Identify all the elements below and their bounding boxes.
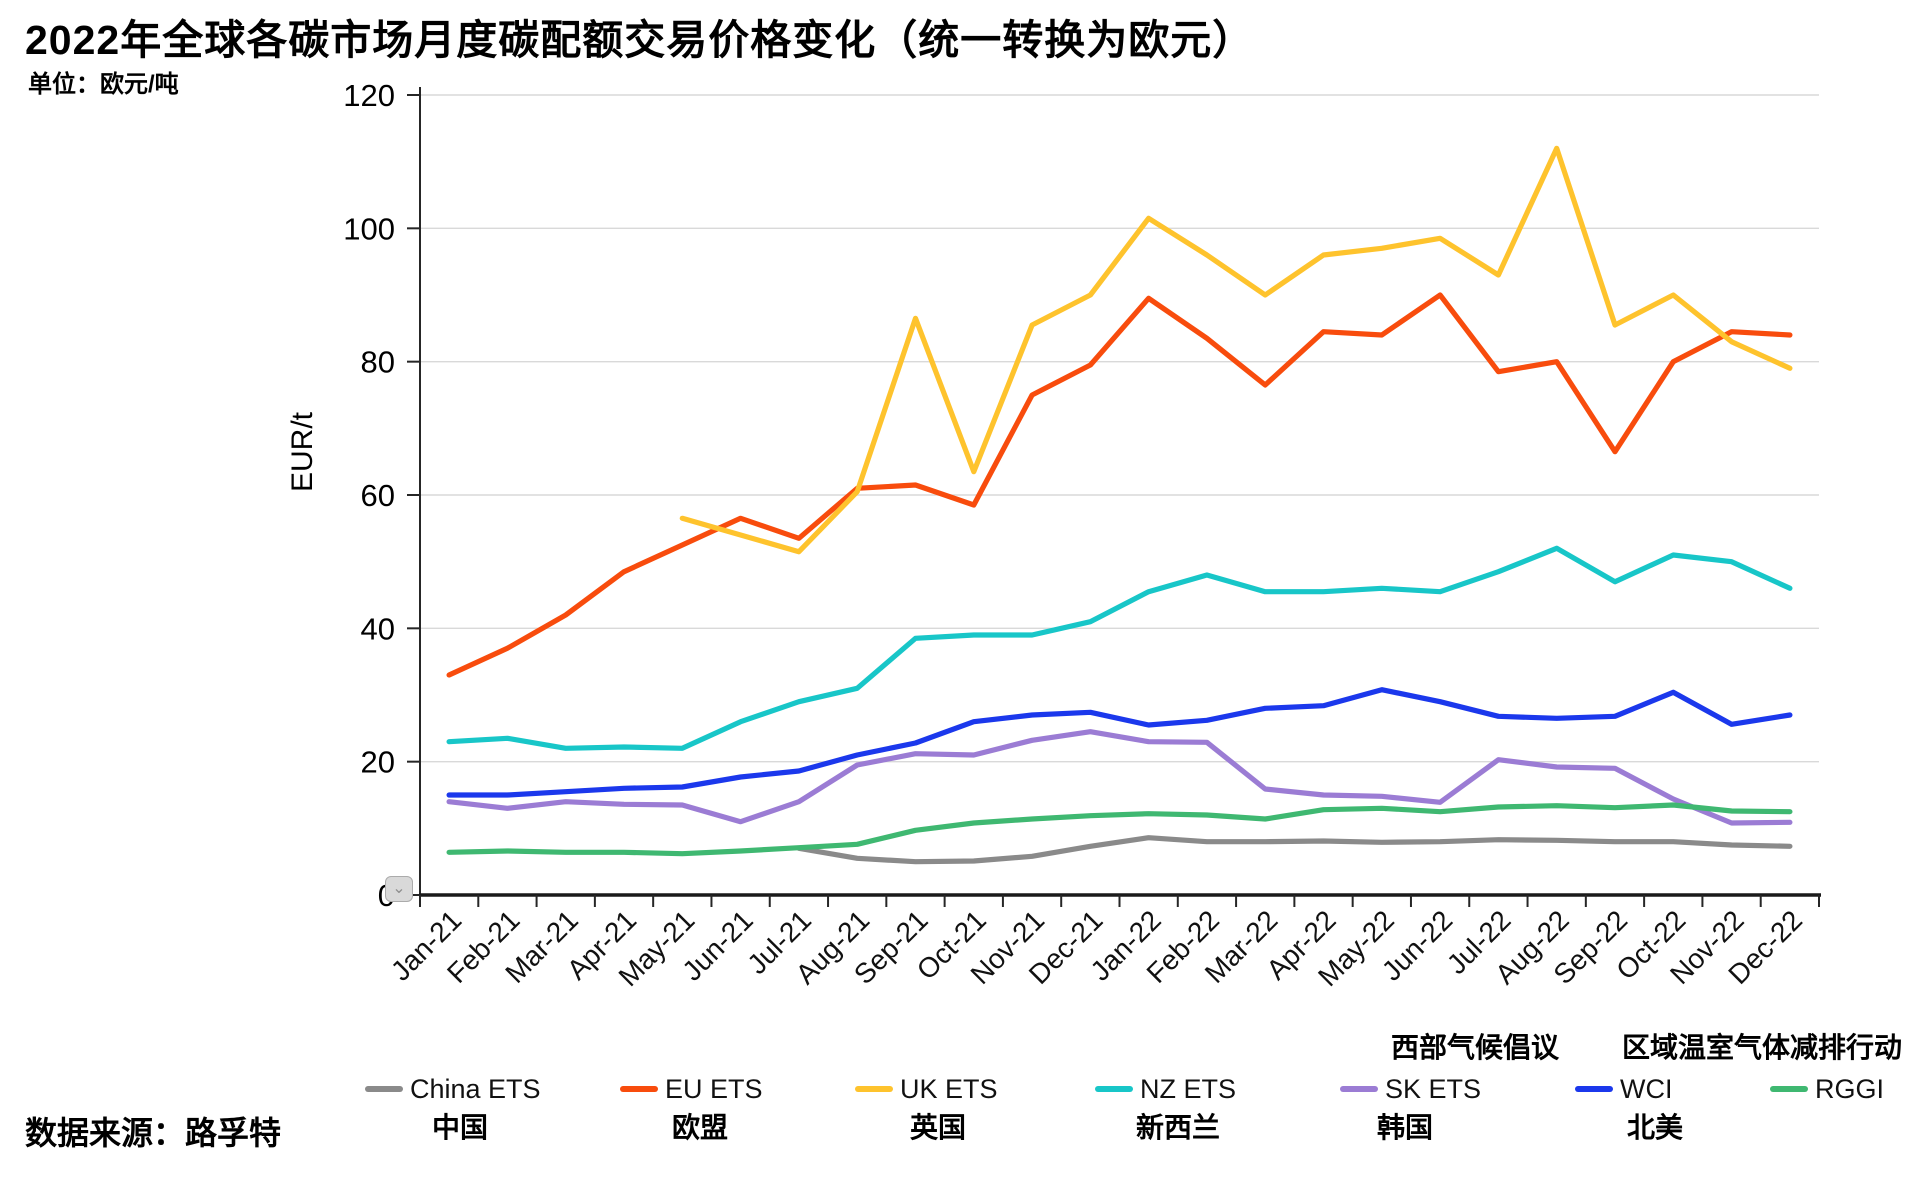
legend-swatch <box>1770 1086 1808 1092</box>
legend-swatch <box>365 1086 403 1092</box>
legend-swatch <box>1340 1086 1378 1092</box>
legend-swatch <box>620 1086 658 1092</box>
legend-sublabel-cn: 新西兰 <box>1135 1112 1221 1143</box>
series-line-nz-ets <box>446 545 1793 751</box>
series-line-china-ets <box>796 835 1793 865</box>
legend-sublabel-cn: 欧盟 <box>671 1112 729 1143</box>
y-tick-label: 20 <box>361 745 395 780</box>
legend-label: SK ETS <box>1385 1073 1482 1104</box>
legend-sublabel-cn: 英国 <box>909 1112 967 1143</box>
legend-toplabel-cn: 西部气候倡议 <box>1390 1032 1560 1063</box>
legend-item-wci[interactable]: WCI <box>1575 1072 1672 1106</box>
data-source-label: 数据来源：路孚特 <box>25 1115 282 1151</box>
legend-label: WCI <box>1620 1073 1673 1104</box>
legend-sublabel-cn: 中国 <box>431 1112 489 1143</box>
x-axis <box>419 893 1821 907</box>
y-tick-label: 40 <box>361 611 395 646</box>
y-tick-label: 80 <box>361 345 395 380</box>
legend-item-nz-ets[interactable]: NZ ETS <box>1095 1072 1236 1106</box>
chart-gridlines <box>420 94 1819 763</box>
y-tick-label: 60 <box>361 478 395 513</box>
legend-item-eu-ets[interactable]: EU ETS <box>620 1072 763 1106</box>
legend-sublabel-cn: 韩国 <box>1376 1112 1434 1143</box>
legend-item-sk-ets[interactable]: SK ETS <box>1340 1072 1481 1106</box>
legend-item-china-ets[interactable]: China ETS <box>365 1072 541 1106</box>
page-title: 2022年全球各碳市场月度碳配额交易价格变化（统一转换为欧元） <box>25 17 1255 63</box>
chart-series <box>446 145 1793 865</box>
legend-item-rggi[interactable]: RGGI <box>1770 1072 1884 1106</box>
legend-label: EU ETS <box>665 1073 763 1104</box>
legend-item-uk-ets[interactable]: UK ETS <box>855 1072 998 1106</box>
series-line-wci <box>446 687 1793 798</box>
chevron-down-icon[interactable]: ⌄ <box>385 876 413 902</box>
series-line-rggi <box>446 802 1793 857</box>
y-tick-label: 100 <box>343 211 395 246</box>
y-axis-title: EUR/t <box>286 411 319 492</box>
series-line-uk-ets <box>679 145 1793 555</box>
unit-label: 单位：欧元/吨 <box>28 71 179 98</box>
legend-sublabel-cn: 北美 <box>1626 1112 1684 1143</box>
series-line-eu-ets <box>446 292 1793 678</box>
legend-label: UK ETS <box>900 1073 998 1104</box>
series-line-sk-ets <box>446 729 1793 826</box>
legend-swatch <box>855 1086 893 1092</box>
legend-label: RGGI <box>1815 1073 1885 1104</box>
legend-label: China ETS <box>410 1073 541 1104</box>
legend-label: NZ ETS <box>1140 1073 1237 1104</box>
legend-swatch <box>1575 1086 1613 1092</box>
legend-toplabel-cn: 区域温室气体减排行动 <box>1621 1032 1903 1063</box>
legend-swatch <box>1095 1086 1133 1092</box>
y-tick-label: 120 <box>343 78 395 113</box>
